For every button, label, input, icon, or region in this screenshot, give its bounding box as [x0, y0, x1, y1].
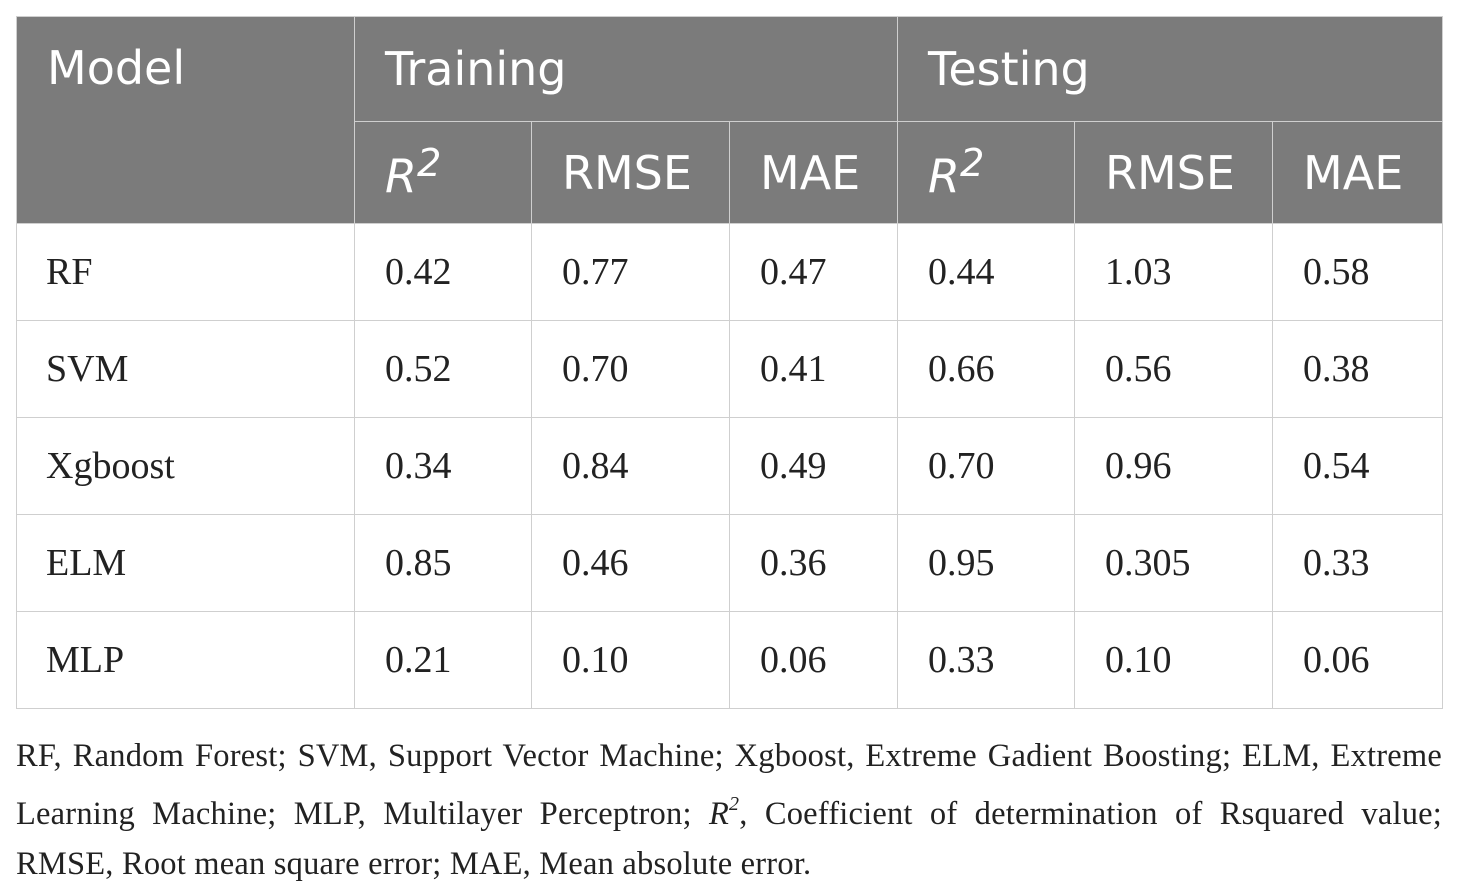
header-row-groups: Model Training Testing — [16, 16, 1444, 224]
footnote-r-symbol: R — [708, 795, 730, 832]
table-cell: 0.06 — [1272, 611, 1444, 709]
footnote-text-part1: RF, Random Forest; SVM, Support Vector M… — [16, 738, 1442, 832]
table-cell: 0.06 — [728, 611, 899, 709]
table-cell: 0.95 — [897, 514, 1076, 612]
table-cell: 0.33 — [1272, 514, 1444, 612]
table-cell: 0.54 — [1272, 417, 1444, 515]
model-performance-table: Model Training Testing R2 RMSE MAE R2 RM… — [16, 16, 1444, 709]
model-name-cell: SVM — [16, 320, 355, 418]
table-cell: 0.34 — [354, 417, 532, 515]
table-cell: 0.52 — [354, 320, 532, 418]
results-table-container: Model Training Testing R2 RMSE MAE R2 RM… — [16, 16, 1444, 709]
table-cell: 0.84 — [531, 417, 730, 515]
table-cell: 0.10 — [1074, 611, 1274, 709]
header-model: Model — [16, 16, 355, 224]
header-group-training: Training — [353, 16, 899, 122]
table-row: Xgboost 0.34 0.84 0.49 0.70 0.96 0.54 — [16, 417, 1444, 515]
model-name-cell: MLP — [16, 611, 355, 709]
model-name-cell: RF — [16, 223, 355, 321]
table-cell: 0.56 — [1074, 320, 1274, 418]
table-cell: 0.47 — [728, 223, 899, 321]
table-cell: 0.44 — [897, 223, 1076, 321]
header-metric-train-r2: R2 — [354, 121, 532, 224]
table-cell: 0.36 — [728, 514, 899, 612]
r-superscript: 2 — [960, 141, 985, 187]
footnote-r-superscript: 2 — [729, 793, 740, 815]
table-cell: 0.66 — [897, 320, 1076, 418]
table-cell: 0.42 — [354, 223, 532, 321]
r-symbol: R — [385, 149, 417, 204]
header-metric-train-rmse: RMSE — [531, 121, 730, 224]
table-cell: 0.49 — [728, 417, 899, 515]
model-name-cell: Xgboost — [16, 417, 355, 515]
footnote-text-part2: , Coefficient of determination of Rsquar… — [16, 795, 1443, 882]
r-superscript: 2 — [416, 141, 442, 187]
header-group-testing: Testing — [897, 16, 1444, 122]
header-row-metrics: R2 RMSE MAE R2 RMSE MAE — [17, 121, 1444, 224]
header-metric-train-mae: MAE — [728, 121, 899, 224]
header-metric-test-r2: R2 — [897, 121, 1076, 224]
table-row: MLP 0.21 0.10 0.06 0.33 0.10 0.06 — [16, 611, 1444, 709]
table-cell: 0.70 — [897, 417, 1076, 515]
table-cell: 0.58 — [1272, 223, 1444, 321]
table-cell: 0.85 — [354, 514, 532, 612]
table-cell: 0.10 — [531, 611, 730, 709]
model-name-cell: ELM — [16, 514, 355, 612]
header-metric-test-rmse: RMSE — [1074, 121, 1274, 224]
r-symbol: R — [928, 149, 960, 204]
table-cell: 0.305 — [1074, 514, 1274, 612]
table-row: RF 0.42 0.77 0.47 0.44 1.03 0.58 — [16, 223, 1444, 321]
table-cell: 1.03 — [1074, 223, 1274, 321]
table-cell: 0.33 — [897, 611, 1076, 709]
table-cell: 0.21 — [354, 611, 532, 709]
table-footnote: RF, Random Forest; SVM, Support Vector M… — [16, 731, 1442, 889]
table-cell: 0.70 — [531, 320, 730, 418]
table-cell: 0.46 — [531, 514, 730, 612]
header-metric-test-mae: MAE — [1272, 121, 1444, 224]
table-row: ELM 0.85 0.46 0.36 0.95 0.305 0.33 — [16, 514, 1444, 612]
table-cell: 0.77 — [531, 223, 730, 321]
table-cell: 0.38 — [1272, 320, 1444, 418]
table-cell: 0.41 — [728, 320, 899, 418]
table-cell: 0.96 — [1074, 417, 1274, 515]
table-row: SVM 0.52 0.70 0.41 0.66 0.56 0.38 — [16, 320, 1444, 418]
